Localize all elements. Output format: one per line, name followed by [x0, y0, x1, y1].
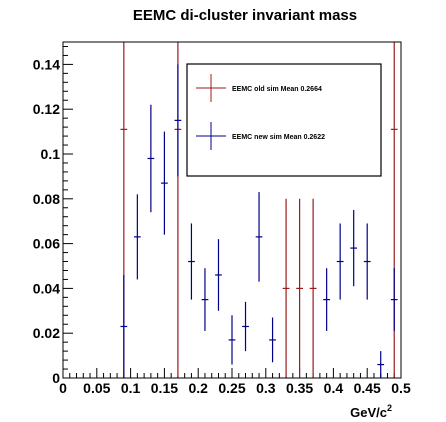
data-point — [215, 239, 222, 311]
data-point — [363, 223, 371, 300]
legend: EEMC old sim Mean 0.2664 EEMC new sim Me… — [186, 63, 382, 177]
y-tick-label: 0.1 — [41, 146, 61, 162]
legend-entry-new: EEMC new sim Mean 0.2622 — [196, 122, 325, 150]
legend-label-old: EEMC old sim Mean 0.2664 — [232, 86, 322, 93]
y-tick-label: 0.14 — [33, 56, 60, 72]
data-point — [390, 268, 398, 331]
legend-box — [186, 63, 382, 177]
chart-title: EEMC di-cluster invariant mass — [133, 7, 357, 24]
data-point — [147, 104, 155, 213]
data-point — [242, 301, 249, 352]
data-point — [133, 194, 141, 280]
x-axis-label-text: GeV/c — [350, 405, 387, 420]
y-tick-label: 0.08 — [33, 191, 60, 207]
axes: 0 0.05 0.1 0.15 0.2 0.25 0.3 0.35 0.4 0.45 0.5 0 0.0… — [33, 45, 411, 396]
data-point — [350, 210, 358, 287]
data-point — [255, 192, 263, 282]
data-point — [161, 131, 168, 235]
x-axis-label-superscript: 2 — [387, 403, 392, 413]
x-tick-label: 0.35 — [286, 380, 313, 396]
data-point — [269, 317, 276, 363]
x-tick-label: 0.45 — [354, 380, 381, 396]
y-tick-label: 0 — [52, 370, 60, 386]
y-tick-label: 0.12 — [33, 101, 60, 117]
data-point — [309, 198, 317, 378]
data-point — [201, 268, 209, 331]
data-point — [188, 223, 195, 300]
data-point — [120, 274, 128, 378]
data-point — [174, 64, 182, 177]
x-tick-label: 0 — [59, 380, 67, 396]
x-tick-label: 0.1 — [121, 380, 141, 396]
data-series — [120, 42, 398, 378]
y-tick-label: 0.06 — [33, 236, 60, 252]
data-point — [228, 315, 236, 365]
x-axis-label: GeV/c2 — [350, 403, 392, 420]
x-tick-label: 0.5 — [391, 380, 411, 396]
legend-entry-old: EEMC old sim Mean 0.2664 — [196, 74, 322, 102]
x-tick-label: 0.3 — [256, 380, 276, 396]
series-new-sim — [120, 64, 398, 378]
legend-label-new: EEMC new sim Mean 0.2622 — [232, 134, 325, 141]
data-point — [323, 268, 331, 331]
data-point — [296, 198, 303, 378]
x-tick-label: 0.4 — [324, 380, 344, 396]
plot-frame — [62, 41, 402, 379]
y-tick-label: 0.02 — [33, 325, 60, 341]
data-point — [377, 351, 385, 378]
data-point — [282, 198, 290, 378]
data-point — [336, 223, 344, 300]
x-tick-label: 0.25 — [218, 380, 245, 396]
x-tick-label: 0.2 — [188, 380, 208, 396]
x-tick-label: 0.15 — [151, 380, 178, 396]
y-tick-label: 0.04 — [33, 280, 60, 296]
x-tick-label: 0.05 — [83, 380, 110, 396]
